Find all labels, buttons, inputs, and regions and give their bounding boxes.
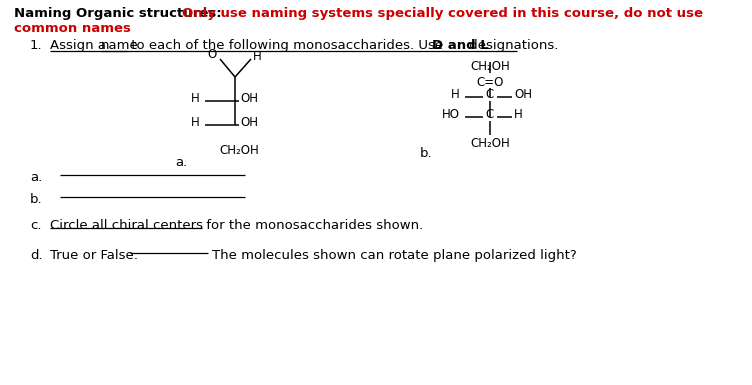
Text: H: H bbox=[451, 87, 460, 100]
Text: C: C bbox=[486, 107, 494, 121]
Text: C: C bbox=[486, 87, 494, 100]
Text: Circle all chiral centers: Circle all chiral centers bbox=[50, 219, 203, 232]
Text: CH₂OH: CH₂OH bbox=[470, 137, 510, 150]
Text: OH: OH bbox=[240, 92, 258, 104]
Text: H: H bbox=[191, 92, 200, 104]
Text: H: H bbox=[191, 116, 200, 129]
Text: Assign a: Assign a bbox=[50, 39, 111, 52]
Text: OH: OH bbox=[514, 87, 532, 100]
Text: CH₂OH: CH₂OH bbox=[219, 144, 259, 157]
Text: D and L: D and L bbox=[432, 39, 489, 52]
Text: name: name bbox=[101, 39, 139, 52]
Text: designations.: designations. bbox=[465, 39, 559, 52]
Text: Naming Organic structures:: Naming Organic structures: bbox=[14, 7, 226, 20]
Text: H: H bbox=[253, 50, 262, 62]
Text: The molecules shown can rotate plane polarized light?: The molecules shown can rotate plane pol… bbox=[212, 249, 577, 262]
Text: a.: a. bbox=[30, 171, 42, 184]
Text: HO: HO bbox=[442, 107, 460, 121]
Text: d.: d. bbox=[30, 249, 43, 262]
Text: b.: b. bbox=[30, 193, 43, 206]
Text: H: H bbox=[514, 107, 523, 121]
Text: C=O: C=O bbox=[476, 76, 504, 89]
Text: for the monosaccharides shown.: for the monosaccharides shown. bbox=[202, 219, 423, 232]
Text: to each of the following monosaccharides. Use: to each of the following monosaccharides… bbox=[127, 39, 447, 52]
Text: OH: OH bbox=[240, 116, 258, 129]
Text: Only use naming systems specially covered in this course, do not use: Only use naming systems specially covere… bbox=[182, 7, 703, 20]
Text: b.: b. bbox=[420, 147, 432, 160]
Text: common names: common names bbox=[14, 22, 131, 35]
Text: c.: c. bbox=[30, 219, 41, 232]
Text: True or False:: True or False: bbox=[50, 249, 138, 262]
Text: CH₂OH: CH₂OH bbox=[470, 60, 510, 73]
Text: a.: a. bbox=[175, 156, 187, 169]
Text: 1.: 1. bbox=[30, 39, 43, 52]
Text: O: O bbox=[208, 47, 217, 60]
